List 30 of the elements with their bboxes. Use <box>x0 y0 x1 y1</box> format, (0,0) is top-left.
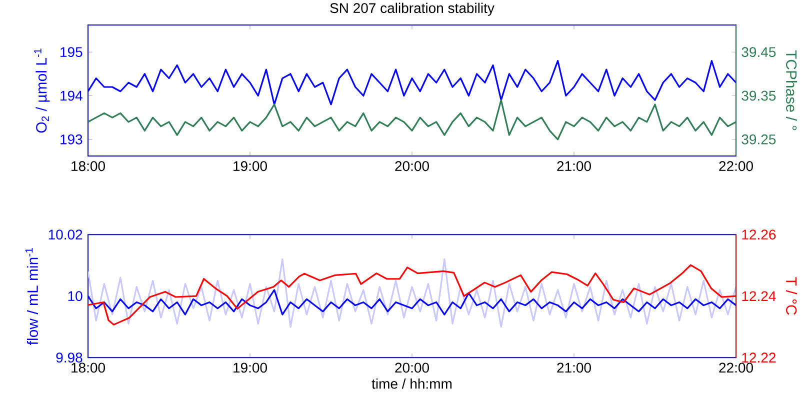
y-tick-label: 9.98 <box>56 352 82 363</box>
y2-axis-title: T / °C <box>786 277 798 315</box>
y2-tick-label: 39.45 <box>742 47 776 58</box>
y-axis-title: O$_{2}$ / µmol L$^{-1}$ <box>34 48 50 133</box>
x-tick-label: 18:00 <box>72 362 105 373</box>
y2-axis-title: TCPhase / ° <box>786 50 798 130</box>
y-tick-label: 194 <box>60 90 82 101</box>
y-axis-title: flow / mL min$^{-1}$ <box>25 248 38 345</box>
x-tick-label: 19:00 <box>234 362 267 373</box>
y2-tick-label: 12.22 <box>742 352 776 362</box>
x-tick-label: 21:00 <box>557 362 591 373</box>
line-series <box>88 60 736 106</box>
line-series <box>88 99 736 140</box>
x-tick-label: 18:00 <box>72 161 105 172</box>
y-tick-label: 195 <box>60 47 82 58</box>
y2-tick-label: 12.24 <box>742 291 776 301</box>
y2-tick-label: 12.26 <box>742 230 776 240</box>
x-tick-label: 21:00 <box>557 161 591 172</box>
y-tick-label: 193 <box>60 134 82 144</box>
x-tick-label: 20:00 <box>395 362 429 373</box>
chart-title: SN 207 calibration stability <box>330 2 494 16</box>
x-tick-label: 20:00 <box>395 161 429 172</box>
y-tick-label: 10.02 <box>48 230 82 240</box>
x-tick-label: 22:00 <box>719 161 753 172</box>
x-axis-title: time / hh:mm <box>372 378 452 389</box>
y-tick-label: 10 <box>68 291 82 302</box>
y2-tick-label: 39.25 <box>742 134 776 144</box>
x-tick-label: 22:00 <box>719 362 753 373</box>
y2-tick-label: 39.35 <box>742 90 776 101</box>
x-tick-label: 19:00 <box>234 161 267 172</box>
